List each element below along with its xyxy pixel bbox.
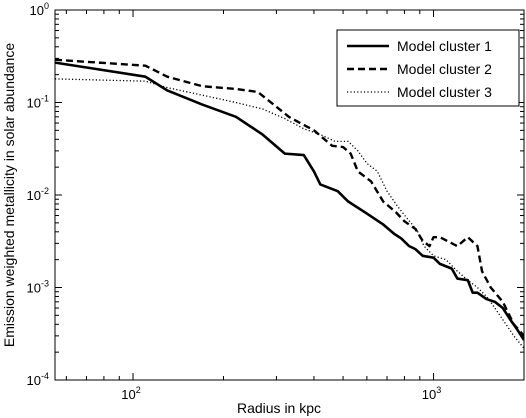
legend: Model cluster 1 Model cluster 2 Model clus…: [336, 29, 520, 107]
legend-label-2: Model cluster 2: [397, 61, 492, 77]
series-lines: [55, 58, 524, 349]
y-tick-label: 100: [30, 1, 49, 18]
axis-ticks: [55, 9, 525, 381]
x-axis-label: Radius in kpc: [237, 400, 321, 416]
y-tick-label: 10-3: [27, 279, 49, 296]
legend-label-3: Model cluster 3: [397, 84, 492, 100]
x-tick-label: 102: [121, 385, 140, 402]
series-line-3: [55, 78, 524, 349]
legend-label-1: Model cluster 1: [397, 38, 492, 54]
series-line-1: [55, 61, 524, 341]
y-tick-label: 10-4: [27, 371, 49, 388]
y-tick-label: 10-1: [27, 94, 49, 111]
plot-frame: [54, 9, 525, 381]
series-line-2: [55, 58, 524, 337]
x-tick-label: 103: [422, 385, 441, 402]
y-axis-label: Emission weighted metallicity in solar a…: [1, 43, 17, 347]
legend-box: [336, 29, 520, 107]
tick-labels: 102 103 100 10-1 10-2 10-3 10-4: [27, 1, 442, 402]
y-tick-label: 10-2: [27, 186, 49, 203]
